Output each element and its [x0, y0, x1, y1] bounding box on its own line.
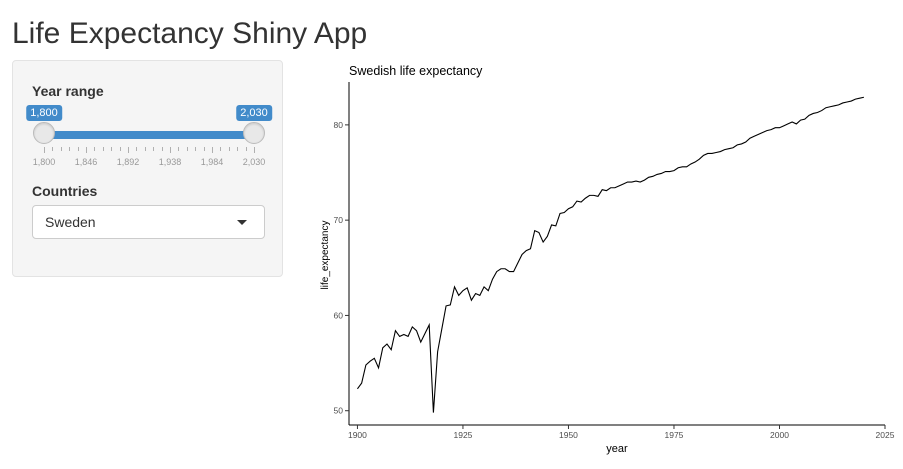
slider-major-tick	[86, 147, 87, 153]
series-line	[356, 96, 865, 413]
app-title: Life Expectancy Shiny App	[12, 17, 368, 50]
y-tick-label: 70	[334, 215, 344, 225]
slider-high-value: 2,030	[236, 105, 272, 121]
slider-minor-tick	[246, 147, 247, 151]
slider-major-tick	[212, 147, 213, 153]
slider-minor-tick	[204, 147, 205, 151]
slider-minor-tick	[153, 147, 154, 151]
slider-selected-bar	[43, 131, 254, 139]
slider-major-tick	[170, 147, 171, 153]
x-tick-label: 1975	[665, 430, 684, 440]
year-range-label: Year range	[32, 83, 104, 99]
sidebar-panel: Year range 1,800 2,030 1,800 1,846 1,892 1,…	[12, 60, 283, 277]
slider-minor-tick	[111, 147, 112, 151]
slider-minor-tick	[195, 147, 196, 151]
slider-minor-tick	[187, 147, 188, 151]
slider-tick-label: 1,984	[200, 157, 224, 167]
slider-minor-tick	[69, 147, 70, 151]
y-tick-label: 50	[334, 406, 344, 416]
slider-low-handle[interactable]	[33, 122, 55, 144]
slider-low-value: 1,800	[26, 105, 62, 121]
life-expectancy-chart: Swedish life expectancy 1900 1925 1950 1975…	[310, 58, 895, 468]
slider-minor-tick	[136, 147, 137, 151]
slider-minor-tick	[229, 147, 230, 151]
slider-minor-tick	[237, 147, 238, 151]
slider-minor-tick	[145, 147, 146, 151]
slider-tick-label: 1,892	[116, 157, 140, 167]
chart-svg: Swedish life expectancy 1900 1925 1950 1975…	[320, 64, 895, 455]
x-axis-label: year	[606, 443, 628, 455]
slider-minor-tick	[94, 147, 95, 151]
slider-minor-tick	[120, 147, 121, 151]
x-tick-label: 1950	[559, 430, 578, 440]
slider-major-tick	[128, 147, 129, 153]
countries-label: Countries	[32, 183, 98, 199]
slider-high-handle[interactable]	[243, 122, 265, 144]
slider-tick-label: 1,846	[74, 157, 98, 167]
slider-minor-tick	[220, 147, 221, 151]
year-range-slider[interactable]: 1,800 2,030 1,800 1,846 1,892 1,938 1,984 2,0…	[13, 101, 284, 171]
x-tick-label: 1900	[348, 430, 367, 440]
slider-minor-tick	[61, 147, 62, 151]
slider-minor-tick	[178, 147, 179, 151]
x-tick-label: 2000	[770, 430, 789, 440]
y-tick-label: 80	[334, 120, 344, 130]
slider-tick-label: 1,938	[158, 157, 182, 167]
countries-select[interactable]: Sweden	[32, 205, 265, 239]
slider-minor-tick	[52, 147, 53, 151]
slider-minor-tick	[78, 147, 79, 151]
countries-selected-value: Sweden	[45, 214, 96, 230]
caret-down-icon	[237, 220, 247, 225]
slider-major-tick	[44, 147, 45, 153]
x-tick-label: 1925	[453, 430, 472, 440]
x-tick-label: 2025	[876, 430, 895, 440]
slider-minor-tick	[162, 147, 163, 151]
chart-title: Swedish life expectancy	[349, 64, 483, 78]
slider-major-tick	[254, 147, 255, 153]
slider-tick-label: 2,030	[242, 157, 266, 167]
y-tick-label: 60	[334, 310, 344, 320]
slider-minor-tick	[103, 147, 104, 151]
slider-tick-label: 1,800	[32, 157, 56, 167]
y-axis-label: life_expectancy	[320, 221, 331, 290]
